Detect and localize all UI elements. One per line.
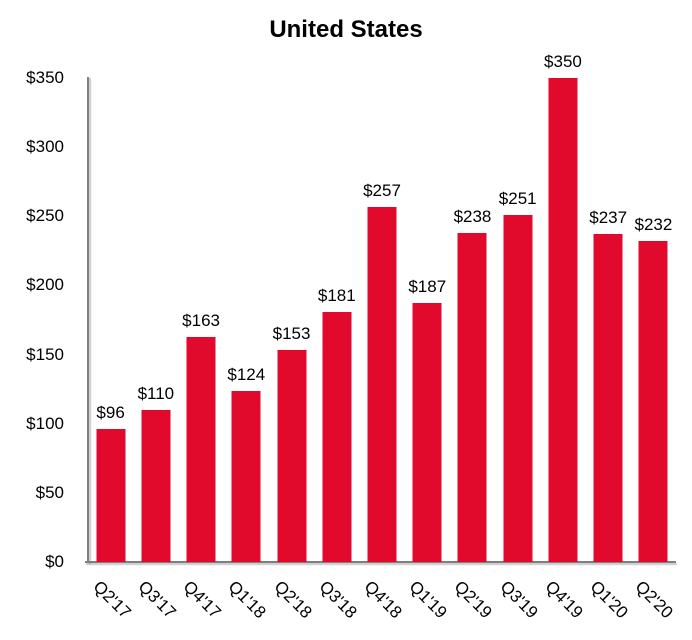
bar	[503, 214, 533, 562]
y-axis-tick-label: $0	[45, 552, 64, 571]
x-axis-tick-label: Q3'17	[134, 577, 180, 623]
y-axis-tick-label: $50	[35, 482, 64, 502]
bar	[322, 311, 352, 562]
bar	[457, 232, 487, 562]
bar-slot: $110	[133, 78, 178, 562]
bar	[186, 336, 216, 562]
bar-value-label: $251	[498, 188, 537, 208]
bar-slot: $350	[540, 52, 585, 562]
x-axis-line	[85, 561, 676, 563]
chart-title: United States	[269, 16, 423, 43]
plot-area: $96 $110 $163 $124 $153 $181 $257 $187 $238 $251 $…	[88, 52, 676, 562]
x-axis-tick-label: Q3'18	[315, 577, 361, 623]
bar-slot: $187	[405, 78, 450, 562]
y-axis-tick-label: $250	[26, 206, 64, 226]
bar	[96, 429, 126, 562]
x-axis-tick-label: Q2'18	[270, 577, 316, 623]
bar-slot: $124	[224, 78, 269, 562]
bar-value-label: $187	[408, 277, 447, 297]
bar	[548, 78, 578, 562]
bar-value-label: $96	[96, 403, 125, 423]
y-axis-tick-label: $350	[26, 68, 64, 87]
y-axis-tick-label: $150	[26, 344, 64, 364]
bar-value-label: $237	[589, 208, 628, 228]
bar	[277, 350, 307, 562]
bar-value-label: $238	[453, 206, 492, 226]
bar	[231, 390, 261, 562]
x-axis-tick-label: Q2'20	[631, 577, 678, 623]
bar-value-label: $257	[363, 180, 401, 200]
bar	[593, 234, 623, 562]
x-axis-tick-label: Q4'18	[360, 577, 406, 623]
bar-slot: $153	[269, 78, 314, 562]
bar	[638, 241, 668, 562]
bar-slot: $181	[314, 78, 359, 562]
x-axis-tick-label: Q2'19	[451, 577, 497, 623]
y-axis-line	[87, 77, 89, 563]
bar-value-label: $110	[137, 383, 175, 403]
y-axis-tick-label: $200	[26, 275, 64, 295]
bar-slot: $237	[586, 78, 631, 562]
x-axis-tick-label: Q3'19	[496, 577, 542, 623]
bar-value-label: $350	[544, 52, 582, 71]
bar-slot: $257	[359, 78, 404, 562]
bar-value-label: $153	[272, 324, 311, 344]
x-axis-tick-label: Q2'17	[89, 577, 135, 623]
bar-value-label: $232	[634, 215, 673, 235]
bar-value-label: $163	[182, 310, 220, 330]
bar-slot: $96	[88, 78, 133, 562]
bar-slot: $251	[495, 78, 540, 562]
x-axis-tick-label: Q1'20	[586, 577, 632, 623]
bar	[141, 409, 171, 562]
y-axis-tick-label: $300	[26, 137, 64, 157]
bar-value-label: $124	[227, 364, 266, 384]
x-axis-tick-label: Q4'17	[179, 577, 225, 623]
bar-value-label: $181	[317, 285, 356, 305]
x-axis-tick-label: Q1'18	[224, 577, 271, 623]
x-axis-tick-label: Q4'19	[541, 577, 587, 623]
bar-slot: $163	[178, 78, 223, 562]
y-axis-tick-label: $100	[26, 413, 64, 433]
x-axis-tick-label: Q1'19	[405, 577, 451, 623]
bar	[412, 303, 442, 562]
bar-slot: $232	[631, 78, 676, 562]
bar	[367, 206, 397, 562]
bar-slot: $238	[450, 78, 495, 562]
